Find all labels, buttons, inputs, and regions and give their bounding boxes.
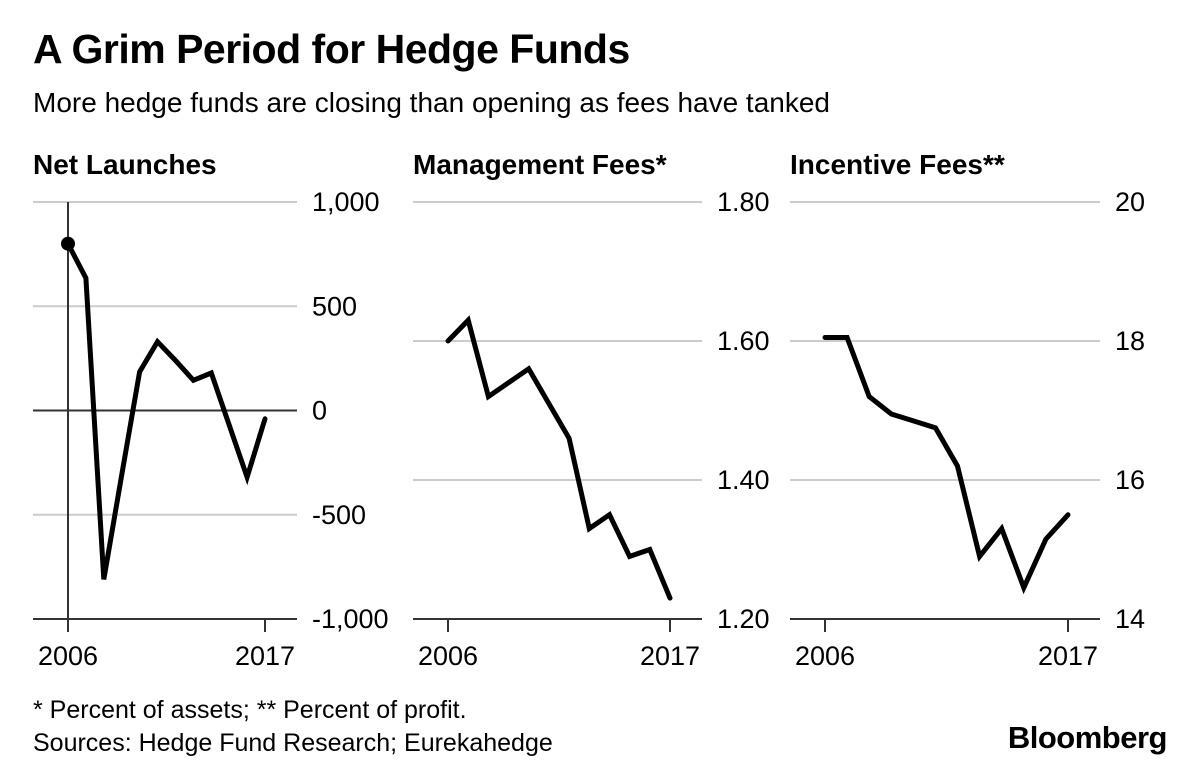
start-point-marker <box>61 236 75 251</box>
y-tick-label: 14 <box>1115 604 1145 634</box>
chart-management-fees: Management Fees* 1.80 1.60 1.40 1.20 2006 201… <box>413 150 793 690</box>
chart-incentive-fees: Incentive Fees** 20 18 16 14 2006 2017 <box>790 150 1170 690</box>
sources: Sources: Hedge Fund Research; Eurekahedg… <box>33 729 553 757</box>
x-tick-label: 2017 <box>1038 641 1098 671</box>
y-tick-label: 18 <box>1115 326 1145 356</box>
page-subtitle: More hedge funds are closing than openin… <box>33 87 831 118</box>
x-tick-label: 2017 <box>235 641 295 671</box>
chart-title-management-fees: Management Fees* <box>413 149 667 180</box>
x-tick-label: 2017 <box>640 641 700 671</box>
bloomberg-logo: Bloomberg <box>1007 720 1168 755</box>
data-line <box>445 315 673 601</box>
x-tick-label: 2006 <box>795 641 855 671</box>
y-tick-label: 1.80 <box>717 187 770 217</box>
y-tick-label: 16 <box>1115 465 1145 495</box>
chart-net-launches: Net Launches 1,000 500 0 -500 -1,000 2006 2017 <box>33 150 413 690</box>
y-tick-label: 1.60 <box>717 326 770 356</box>
y-tick-label: 500 <box>312 291 357 321</box>
y-tick-label: 20 <box>1115 187 1145 217</box>
y-tick-label: 1,000 <box>312 187 380 217</box>
chart-title-net-launches: Net Launches <box>33 149 217 180</box>
net-launches-plot: 1,000 500 0 -500 -1,000 2006 2017 <box>33 187 389 671</box>
incentive-fees-plot: 20 18 16 14 2006 2017 <box>790 187 1145 671</box>
x-tick-label: 2006 <box>418 641 478 671</box>
page-title: A Grim Period for Hedge Funds <box>33 26 630 72</box>
chart-title-incentive-fees: Incentive Fees** <box>790 149 1005 180</box>
data-line <box>65 241 268 580</box>
y-tick-label: 1.20 <box>717 604 770 634</box>
y-tick-label: -500 <box>312 500 366 530</box>
y-tick-label: -1,000 <box>312 604 389 634</box>
y-tick-label: 0 <box>312 396 327 426</box>
y-tick-label: 1.40 <box>717 465 770 495</box>
management-fees-plot: 1.80 1.60 1.40 1.20 2006 2017 <box>413 187 770 671</box>
x-tick-label: 2006 <box>38 641 98 671</box>
data-line <box>822 335 1071 595</box>
footnote: * Percent of assets; ** Percent of profi… <box>33 696 467 724</box>
